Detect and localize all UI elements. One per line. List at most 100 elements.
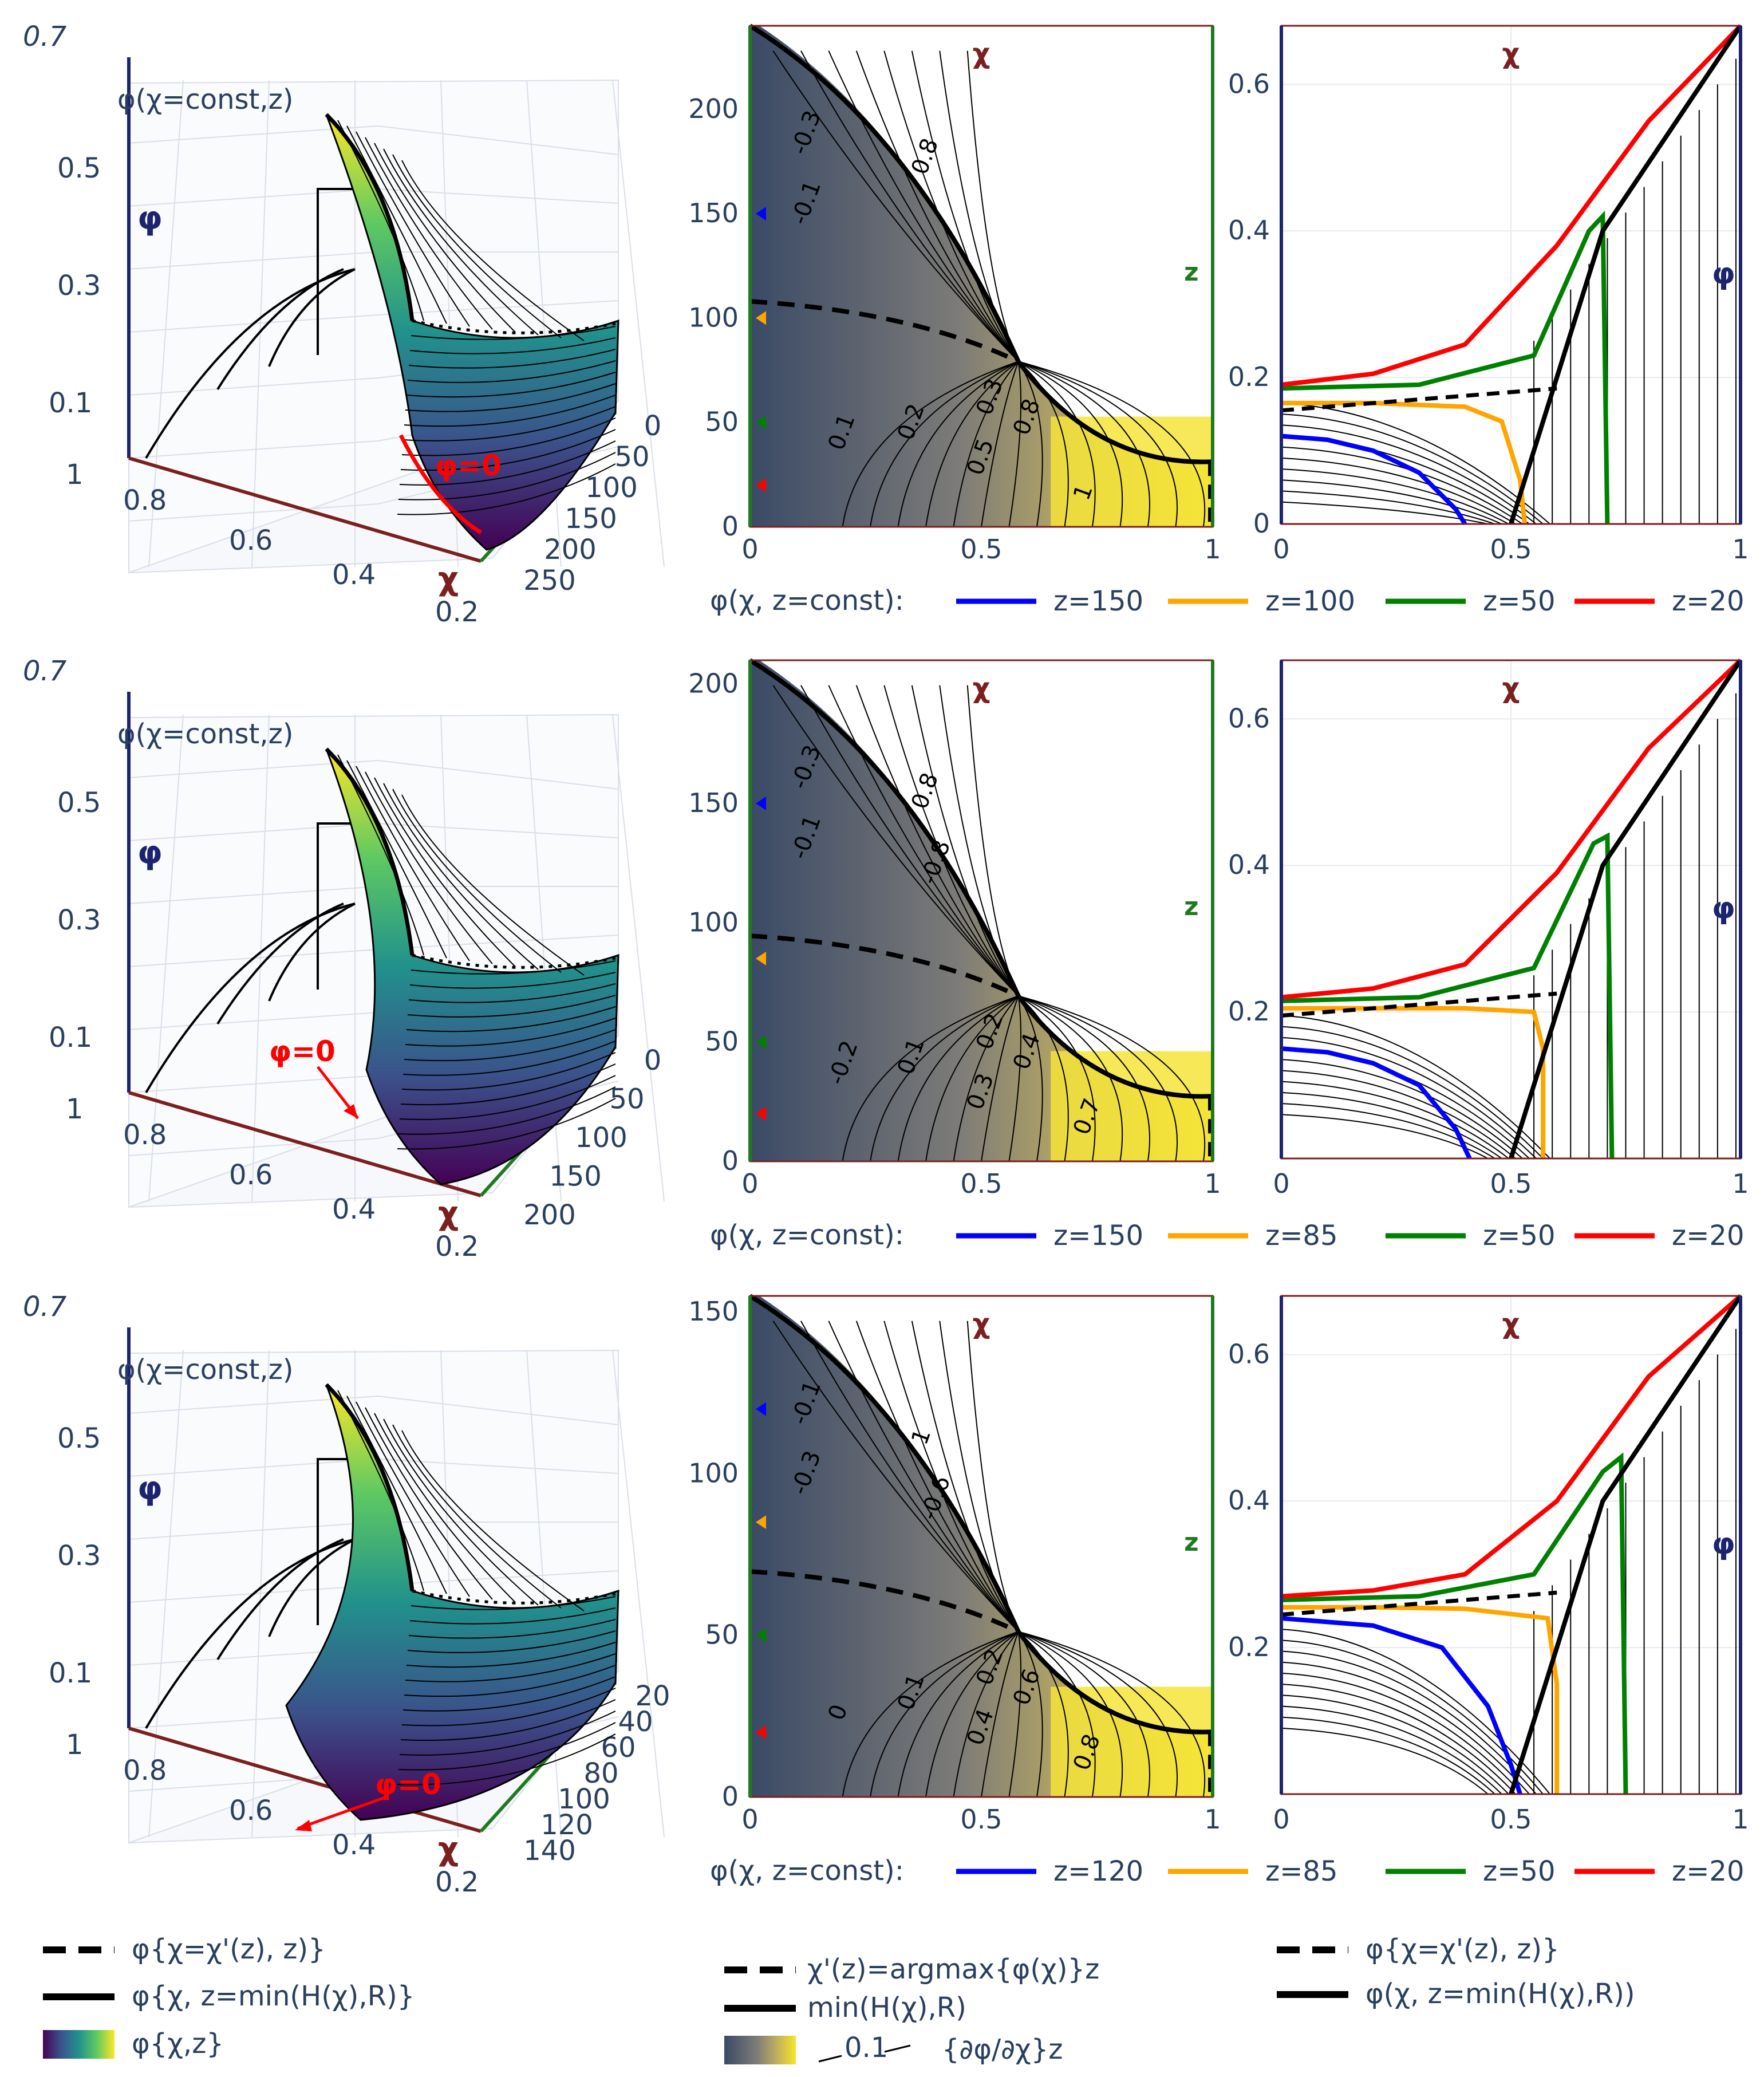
legend-prefix: φ(χ, z=const):: [710, 1219, 904, 1251]
surface-isoline: [398, 1722, 616, 1771]
profile-phi-title: φ: [1712, 257, 1735, 291]
chi-tick-label: 0.4: [332, 1193, 376, 1225]
contour-line: [883, 50, 1019, 362]
surface-isoline: [346, 760, 447, 959]
argmax-dashed: [1281, 386, 1557, 413]
phi-chi-const-label: φ(χ=const,z): [117, 718, 294, 750]
z-tick-label: 50: [614, 441, 649, 473]
contour-line: [1018, 361, 1150, 527]
contour-x-tick: 0.5: [960, 1804, 1002, 1835]
contour-line: [1018, 995, 1123, 1162]
phi-surface: [285, 1383, 619, 1821]
surface-isoline: [392, 789, 562, 973]
surface-isoline: [401, 1052, 616, 1091]
chi-tick-label: 0.2: [435, 596, 479, 628]
argmax-dashed: [749, 1569, 1020, 1634]
grid-line: [148, 1350, 184, 1838]
min-h-edge: [325, 747, 415, 956]
contour-line: [897, 1631, 1019, 1798]
contour-x-tick: 1: [1204, 534, 1221, 565]
min-h-curve: [1509, 1294, 1743, 1795]
contour-line: [1018, 361, 1096, 527]
wall-curve: [268, 902, 356, 1002]
contour-line: [911, 50, 1019, 362]
grid-line: [612, 80, 665, 567]
phi-tick-label: 0.1: [49, 1657, 92, 1689]
phi-zero-label: φ=0: [269, 1035, 336, 1068]
surface-isoline: [401, 1430, 585, 1611]
surface-isoline: [407, 1630, 616, 1653]
phi-tick-label: 0.7: [23, 21, 67, 53]
z-tick-label: 140: [523, 1835, 576, 1867]
z-tick-label: 100: [575, 1122, 628, 1154]
z-marker: [756, 1035, 766, 1049]
wall-curve: [317, 188, 352, 355]
yellow-region: [1051, 416, 1213, 527]
surface-isoline: [408, 1619, 616, 1639]
grid-line: [377, 760, 619, 790]
z-marker: [756, 951, 766, 965]
profile-x-tick: 1: [1732, 534, 1749, 565]
z-tick-label: 200: [523, 1199, 576, 1231]
contour-line: [855, 1321, 1019, 1632]
surface-isoline: [365, 137, 493, 330]
surface-isoline: [401, 417, 616, 456]
profile-thin-line: [1281, 1629, 1550, 1795]
series-line-z=150: [1281, 433, 1467, 526]
contour-y-tick: 100: [688, 1457, 739, 1488]
profile-y-tick: 0.4: [1228, 849, 1270, 880]
phi-chi-const-label: φ(χ=const,z): [117, 84, 294, 116]
legend-entry: z=20: [1672, 585, 1745, 617]
contour-line: [953, 995, 1019, 1162]
legend-viridis: [43, 2030, 115, 2059]
contour-line: [981, 995, 1019, 1162]
surface-isoline: [407, 360, 616, 383]
surface-isoline: [337, 120, 424, 321]
profile-thin-line: [1281, 1059, 1523, 1159]
contour-y-tick: 0: [722, 1145, 739, 1176]
contour-line: [1018, 995, 1096, 1162]
min-h-line: [748, 1294, 1213, 1735]
profile-grid: [1281, 26, 1741, 524]
contour-line: [1018, 1631, 1123, 1798]
phi-surface: [325, 113, 619, 551]
grid-line: [612, 714, 665, 1202]
legend-entry: z=50: [1483, 1855, 1556, 1887]
surface-isoline: [398, 1086, 616, 1135]
contour-line: [1018, 361, 1206, 527]
contour-line: [1018, 995, 1150, 1162]
chi-tick-label: 0.8: [123, 484, 167, 517]
surface-isoline: [401, 1688, 616, 1727]
legend-entry: z=50: [1483, 585, 1556, 617]
contour-x-tick: 0.5: [960, 534, 1002, 565]
contour-line: [981, 1631, 1019, 1798]
chi-tick-label: 1: [66, 1729, 84, 1761]
surface-isoline: [402, 1676, 616, 1712]
contour-y-tick: 50: [705, 1619, 739, 1650]
series-line-z=120: [1281, 1615, 1522, 1795]
min-h-edge: [325, 1383, 415, 1591]
contour-line: [772, 50, 1019, 362]
profile-thin-line: [1281, 1015, 1550, 1159]
legend-prefix: φ(χ, z=const):: [710, 1855, 904, 1887]
z-tick-label: 150: [549, 1161, 602, 1193]
contour-line: [981, 361, 1019, 527]
surface-isoline: [399, 1075, 616, 1120]
min-h-edge: [325, 113, 415, 321]
surface-isoline: [356, 131, 470, 327]
contour-line: [1017, 361, 1043, 527]
contour-line: [870, 361, 1019, 527]
surface-isoline: [397, 1098, 616, 1150]
surface-isoline: [408, 349, 616, 369]
profile-thin-line: [1281, 1091, 1502, 1159]
surface-isoline: [405, 1018, 616, 1047]
surface-isoline: [392, 154, 562, 338]
grid-line: [251, 714, 270, 1202]
surface-isoline: [406, 372, 616, 398]
phi-zero-line: [398, 434, 482, 534]
z-tick-label: 200: [544, 534, 597, 566]
surface-isoline: [337, 754, 424, 956]
profile-chi-title: χ: [1502, 1308, 1520, 1340]
grid-line: [612, 1350, 665, 1838]
z-marker: [756, 311, 766, 325]
